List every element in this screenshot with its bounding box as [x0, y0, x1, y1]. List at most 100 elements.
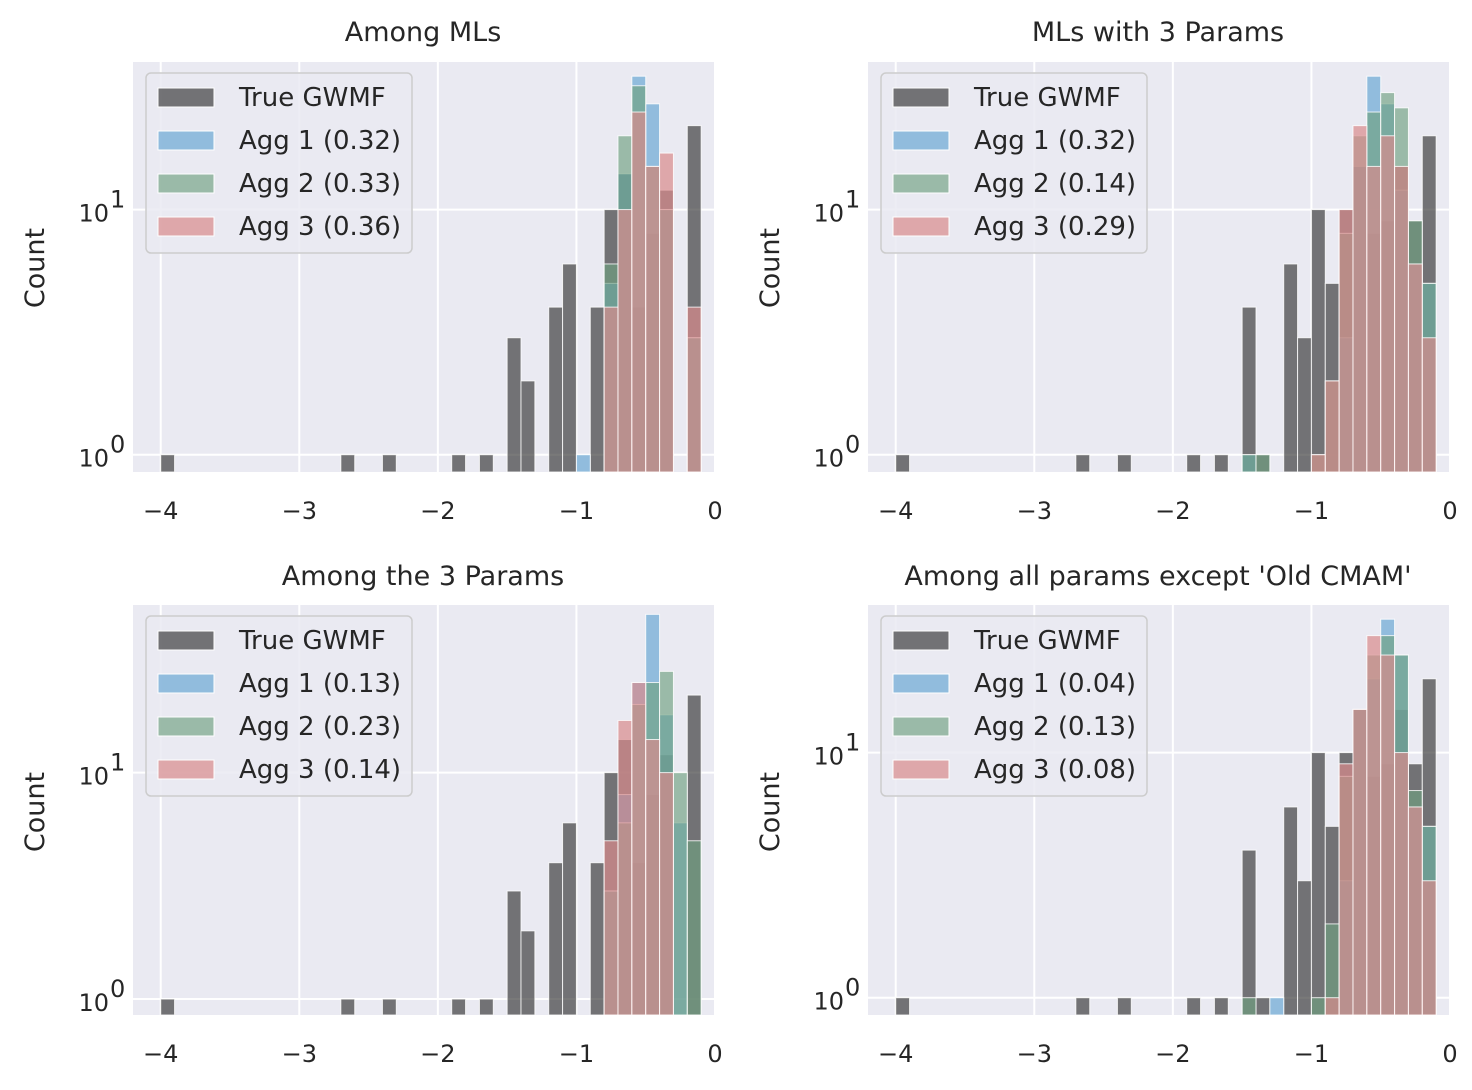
legend-label-agg-3-0-36: Agg 3 (0.36)	[239, 212, 401, 242]
x-tick-label: −3	[1017, 497, 1052, 525]
bar-agg3	[617, 209, 633, 473]
bar-true_gwmf	[562, 263, 577, 473]
y-tick-exponent: 0	[110, 975, 125, 1003]
x-tick-label: −4	[143, 497, 178, 525]
y-axis-label: Count	[755, 772, 786, 852]
y-tick-exponent: 1	[110, 749, 125, 777]
subplot-title: Among MLs	[345, 17, 502, 48]
legend-label-true-gwmf: True GWMF	[973, 626, 1121, 656]
bar-true_gwmf	[160, 454, 176, 473]
x-tick-label: −2	[420, 497, 455, 525]
y-tick-label: 10	[813, 200, 844, 228]
bar-agg2	[672, 772, 688, 1016]
y-tick-label: 10	[813, 445, 844, 473]
legend-swatch-agg1	[892, 130, 950, 151]
bar-agg3	[1310, 454, 1326, 473]
bar-true_gwmf	[548, 862, 564, 1016]
y-tick-label: 10	[78, 763, 109, 791]
bar-true_gwmf	[160, 998, 176, 1016]
legend-swatch-true_gwmf	[157, 630, 215, 651]
bar-true_gwmf	[589, 306, 605, 473]
bar-agg3	[631, 682, 647, 1016]
x-tick-label: −1	[1294, 1040, 1329, 1068]
bar-agg3	[1338, 763, 1354, 1016]
legend-label-true-gwmf: True GWMF	[973, 83, 1121, 113]
x-tick-label: −2	[420, 1040, 455, 1068]
bar-true_gwmf	[1075, 454, 1091, 473]
legend-label-agg-3-0-14: Agg 3 (0.14)	[239, 755, 401, 785]
bar-true_gwmf	[1297, 337, 1312, 473]
bar-agg2	[1241, 454, 1257, 473]
bar-agg3	[645, 165, 661, 473]
bar-agg3	[631, 111, 647, 473]
legend: True GWMF Agg 1 (0.04) Agg 2 (0.13) Agg 3 (…	[880, 615, 1148, 797]
x-tick-label: −2	[1155, 497, 1190, 525]
legend-frame	[145, 615, 413, 797]
bar-true_gwmf	[1213, 454, 1229, 473]
legend-label-agg-3-0-29: Agg 3 (0.29)	[974, 212, 1136, 242]
y-tick-label: 10	[78, 989, 109, 1017]
bar-agg3	[659, 152, 674, 473]
bar-agg3	[1394, 165, 1409, 473]
bar-true_gwmf	[562, 822, 577, 1016]
bar-true_gwmf	[478, 454, 494, 473]
x-tick-label: −3	[1017, 1040, 1052, 1068]
x-tick-label: −4	[878, 497, 913, 525]
x-tick-label: 0	[1442, 1040, 1457, 1068]
legend-label-agg-2-0-33: Agg 2 (0.33)	[239, 169, 401, 199]
y-tick-exponent: 1	[845, 186, 860, 214]
bar-true_gwmf	[1310, 752, 1326, 1016]
legend-swatch-true_gwmf	[892, 630, 950, 651]
bar-true_gwmf	[340, 998, 356, 1016]
x-tick-label: −2	[1155, 1040, 1190, 1068]
bar-true_gwmf	[1213, 997, 1229, 1016]
bar-agg3	[1421, 337, 1437, 473]
bar-true_gwmf	[451, 998, 467, 1016]
bar-agg3	[686, 306, 702, 473]
x-tick-label: −1	[1294, 497, 1329, 525]
bar-agg3	[1324, 997, 1340, 1016]
bar-true_gwmf	[451, 454, 467, 473]
legend-label-agg-1-0-32: Agg 1 (0.32)	[239, 126, 401, 156]
bar-true_gwmf	[589, 862, 605, 1016]
x-tick-label: 0	[707, 1040, 722, 1068]
x-tick-label: −4	[143, 1040, 178, 1068]
legend-swatch-true_gwmf	[892, 87, 950, 108]
bar-true_gwmf	[1283, 263, 1299, 473]
legend-frame	[880, 72, 1148, 254]
bar-agg3	[645, 739, 661, 1016]
legend-swatch-agg1	[157, 673, 215, 694]
bar-true_gwmf	[1186, 997, 1202, 1016]
subplot-title: Among the 3 Params	[282, 561, 564, 592]
subplot-title: MLs with 3 Params	[1032, 17, 1284, 48]
histogram-bars	[160, 75, 702, 473]
legend-label-agg-1-0-32: Agg 1 (0.32)	[974, 126, 1136, 156]
bar-agg3	[1407, 806, 1423, 1016]
legend: True GWMF Agg 1 (0.13) Agg 2 (0.23) Agg 3 (…	[145, 615, 413, 797]
bar-agg3	[603, 840, 619, 1016]
legend-label-true-gwmf: True GWMF	[238, 83, 386, 113]
bar-agg3	[1394, 752, 1409, 1016]
bar-true_gwmf	[1310, 209, 1326, 473]
legend-frame	[145, 72, 413, 254]
legend-swatch-agg3	[157, 216, 215, 237]
bar-agg3	[1324, 380, 1340, 473]
legend-frame	[880, 615, 1148, 797]
bar-agg3	[659, 772, 674, 1016]
bar-agg2	[1255, 454, 1271, 473]
legend-label-agg-2-0-13: Agg 2 (0.13)	[974, 712, 1136, 742]
bar-agg1	[575, 454, 591, 473]
legend-swatch-agg1	[157, 130, 215, 151]
bar-true_gwmf	[520, 930, 536, 1016]
y-tick-label: 10	[813, 988, 844, 1016]
legend-label-agg-1-0-13: Agg 1 (0.13)	[239, 669, 401, 699]
bar-true_gwmf	[520, 380, 536, 473]
bar-agg3	[1352, 708, 1368, 1016]
legend-swatch-agg3	[157, 759, 215, 780]
y-tick-exponent: 0	[845, 431, 860, 459]
bar-agg2	[686, 840, 702, 1016]
legend-swatch-agg1	[892, 673, 950, 694]
y-axis-label: Count	[755, 228, 786, 308]
x-tick-label: −4	[878, 1040, 913, 1068]
